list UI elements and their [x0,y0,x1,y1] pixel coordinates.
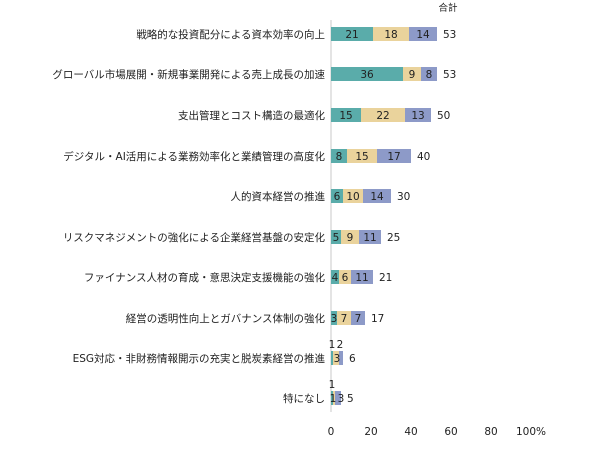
segment-value-label: 10 [346,191,359,203]
bar-segment [363,189,391,203]
x-tick-label: 60 [444,426,457,438]
bar-segment [403,67,421,81]
bar-segment [377,149,411,163]
total-value-label: 21 [379,272,392,284]
category-label: 人的資本経営の推進 [231,190,326,203]
segment-value-label: 22 [376,110,389,122]
bar-segment [421,67,437,81]
segment-value-label: 21 [345,29,358,41]
bar-segment [331,67,403,81]
segment-value-label: 13 [411,110,424,122]
x-tick-label: 80 [484,426,497,438]
segment-value-label: 36 [360,69,374,81]
bar-segment [361,108,405,122]
segment-value-label: 11 [363,232,376,244]
category-label: グローバル市場展開・新規事業開発による売上成長の加速 [52,68,325,81]
segment-value-label: 7 [355,313,362,325]
bar-segment [405,108,431,122]
bar-segment [333,391,335,405]
bar-segment [373,27,409,41]
total-header: 合計 [438,2,458,14]
category-label: 経営の透明性向上とガバナンス体制の強化 [126,312,326,325]
bar-segment [409,27,437,41]
total-value-label: 53 [443,69,456,81]
segment-value-label: 9 [347,232,354,244]
bar-segment [331,27,373,41]
bar-segment [347,149,377,163]
segment-value-label: 15 [355,151,368,163]
total-value-label: 50 [437,110,450,122]
total-value-label: 5 [347,393,354,405]
total-value-label: 6 [349,353,356,365]
bar-segment [331,189,343,203]
segment-value-label: 9 [409,69,416,81]
bar-segment [351,270,373,284]
total-value-label: 25 [387,232,400,244]
segment-value-label: 6 [334,191,341,203]
bar-segment [333,351,339,365]
segment-value-label: 17 [387,151,400,163]
category-label: 支出管理とコスト構造の最適化 [178,109,325,122]
bar-segment [335,391,341,405]
bar-segment [331,391,333,405]
category-label: ESG対応・非財務情報開示の充実と脱炭素経営の推進 [73,352,326,365]
segment-value-label: 3 [331,313,338,325]
bar-segment [331,230,341,244]
segment-value-label: 7 [341,313,348,325]
bar-segment [331,270,339,284]
bar-segment [337,311,351,325]
bar-segment [339,351,343,365]
segment-value-label: 14 [416,29,430,41]
segment-value-label: 5 [333,232,340,244]
category-label: デジタル・AI活用による業務効率化と業績管理の高度化 [63,150,325,163]
bar-segment [331,351,333,365]
bar-segment [331,149,347,163]
category-label: ファイナンス人材の育成・意思決定支援機能の強化 [84,271,326,284]
segment-value-label: 3 [338,393,345,405]
total-value-label: 40 [417,151,430,163]
segment-value-label: 1 [329,339,336,351]
segment-value-label: 8 [336,151,343,163]
segment-value-label: 18 [384,29,397,41]
segment-value-label: 11 [355,272,368,284]
segment-value-label: 8 [426,69,433,81]
total-value-label: 53 [443,29,456,41]
segment-value-label: 2 [337,339,344,351]
bar-segment [331,311,337,325]
segment-value-label: 1 [330,393,337,405]
total-value-label: 17 [371,313,384,325]
x-tick-label: 0 [328,426,335,438]
bar-segment [343,189,363,203]
x-tick-label: 40 [404,426,417,438]
bar-segment [351,311,365,325]
segment-value-label: 3 [334,353,341,365]
segment-value-label: 1 [329,379,336,391]
segment-value-label: 4 [332,272,339,284]
bar-segment [341,230,359,244]
total-value-label: 30 [397,191,410,203]
category-label: 特になし [283,393,325,405]
bar-segment [339,270,351,284]
segment-value-label: 14 [370,191,384,203]
bar-segment [331,108,361,122]
category-label: 戦略的な投資配分による資本効率の向上 [136,28,325,41]
bar-segment [359,230,381,244]
segment-value-label: 6 [342,272,349,284]
x-tick-label: 20 [364,426,377,438]
x-tick-label: 100% [516,426,546,438]
segment-value-label: 15 [339,110,352,122]
category-label: リスクマネジメントの強化による企業経営基盤の安定化 [63,231,326,244]
